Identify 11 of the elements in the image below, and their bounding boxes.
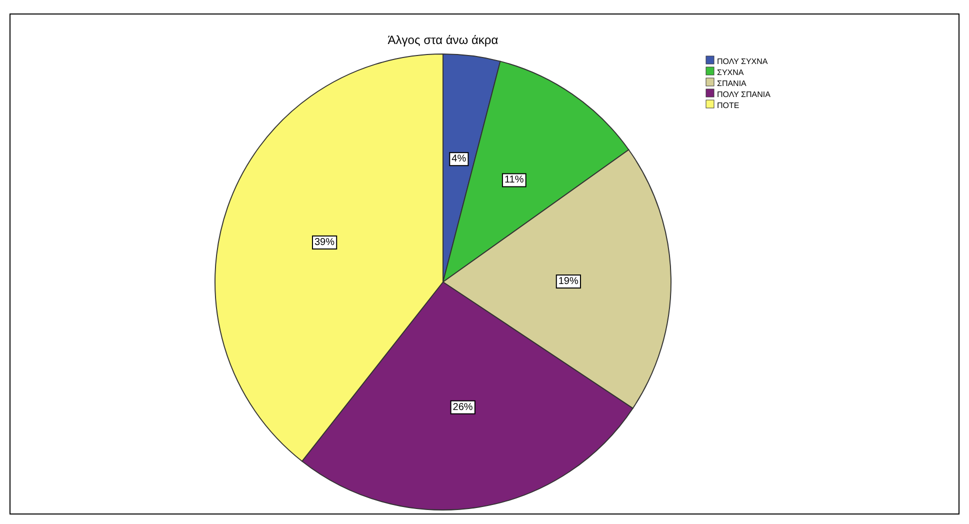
legend-label: ΠΟΛΥ ΣΠΑΝΙΑ (717, 90, 772, 99)
data-label: 11% (504, 174, 524, 186)
data-label: 4% (452, 154, 466, 165)
data-label: 26% (452, 402, 473, 413)
legend-label: ΠΟΛΥ ΣΥΧΝΑ (717, 57, 768, 66)
legend-label: ΠΟΤΕ (717, 101, 740, 110)
legend-label: ΣΠΑΝΙΑ (717, 79, 748, 88)
data-label: 39% (314, 236, 335, 248)
chart-title: Άλγος στα άνω άκρα (388, 33, 498, 47)
legend-label: ΣΥΧΝΑ (717, 68, 744, 77)
data-label: 19% (558, 276, 578, 288)
